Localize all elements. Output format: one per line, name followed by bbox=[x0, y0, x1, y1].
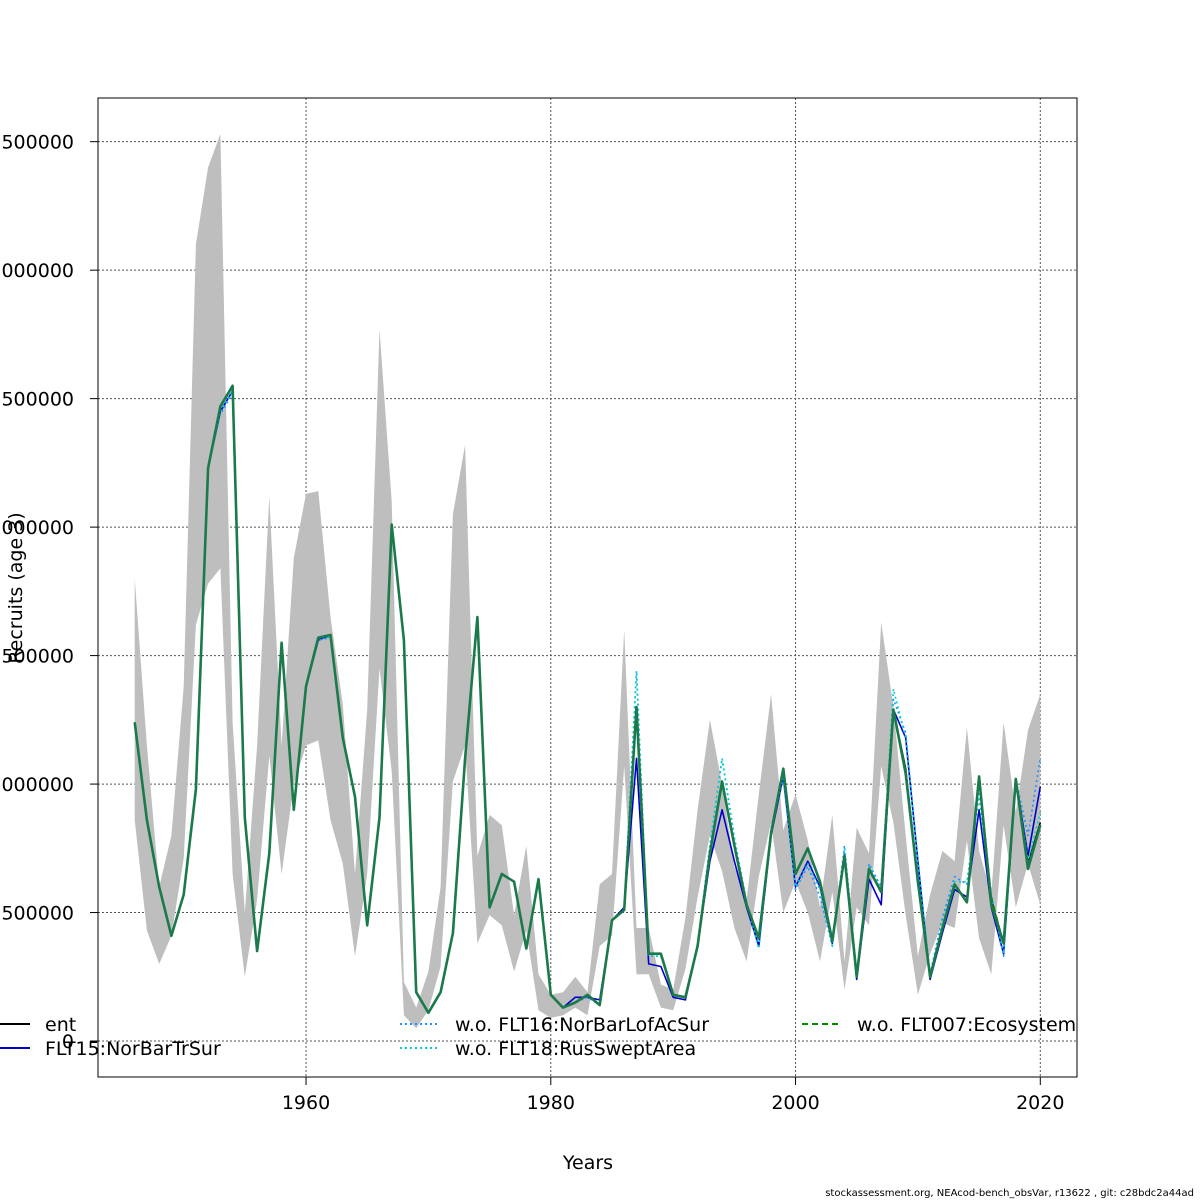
legend-entry-3: w.o. FLT18:RusSweptArea bbox=[400, 1038, 696, 1060]
legend-entry-4: w.o. FLT007:Ecosystem bbox=[802, 1014, 1076, 1036]
y-tick-label-3000000: 3000000 bbox=[0, 260, 74, 282]
y-tick-label-0: 0 bbox=[62, 1031, 74, 1053]
x-tick-label-2000: 2000 bbox=[771, 1092, 819, 1114]
legend-label-0: ent bbox=[45, 1014, 76, 1036]
grid-lines bbox=[98, 98, 1077, 1077]
axes: 1960 1980 2000 2020 0 500000 1000000 1500000 200… bbox=[0, 132, 1064, 1114]
confidence-band-area bbox=[134, 134, 1041, 1029]
y-tick-label-1000000: 1000000 bbox=[0, 774, 74, 796]
legend-entry-0: ent bbox=[0, 1014, 76, 1036]
legend-label-4: w.o. FLT007:Ecosystem bbox=[857, 1014, 1076, 1036]
y-axis-label: Recruits (age 3) bbox=[5, 512, 27, 663]
y-tick-label-2500000: 2500000 bbox=[0, 389, 74, 411]
x-tick-label-1960: 1960 bbox=[282, 1092, 330, 1114]
x-tick-label-1980: 1980 bbox=[527, 1092, 575, 1114]
series-line-5 bbox=[133, 384, 1042, 1015]
x-tick-label-2020: 2020 bbox=[1016, 1092, 1064, 1114]
y-tick-label-2000000: 2000000 bbox=[0, 517, 74, 539]
y-tick-label-500000: 500000 bbox=[1, 903, 74, 925]
footer-credit: stockassessment.org, NEAcod-bench_obsVar… bbox=[825, 1188, 1194, 1199]
series-lines bbox=[133, 384, 1042, 1015]
x-axis-label: Years bbox=[562, 1152, 613, 1174]
legend-label-1: FLT15:NorBarTrSur bbox=[45, 1038, 221, 1060]
legend-entry-1: FLT15:NorBarTrSur bbox=[0, 1038, 221, 1060]
confidence-band bbox=[134, 134, 1041, 1029]
y-tick-label-3500000: 3500000 bbox=[0, 132, 74, 154]
y-tick-label-1500000: 1500000 bbox=[0, 646, 74, 668]
legend-entry-2: w.o. FLT16:NorBarLofAcSur bbox=[400, 1014, 709, 1036]
legend-label-2: w.o. FLT16:NorBarLofAcSur bbox=[455, 1014, 709, 1036]
plot-frame bbox=[97, 97, 1078, 1078]
legend-label-3: w.o. FLT18:RusSweptArea bbox=[455, 1038, 696, 1060]
